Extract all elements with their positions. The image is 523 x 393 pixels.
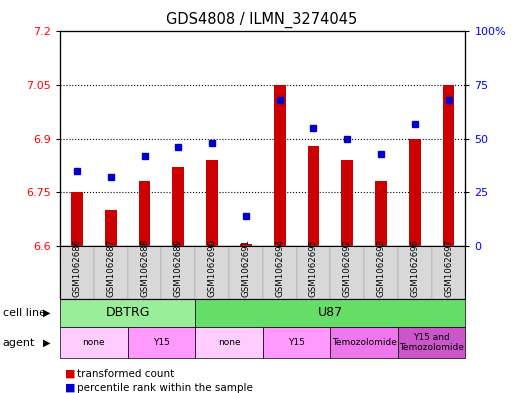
Text: U87: U87 bbox=[318, 306, 343, 320]
Text: ▶: ▶ bbox=[43, 308, 51, 318]
Text: GSM1062687: GSM1062687 bbox=[106, 239, 115, 297]
Text: ▶: ▶ bbox=[43, 338, 51, 348]
Text: cell line: cell line bbox=[3, 308, 46, 318]
Bar bbox=[206, 160, 218, 246]
Bar bbox=[173, 167, 184, 246]
Bar bbox=[375, 181, 387, 246]
Bar bbox=[308, 146, 320, 246]
Text: percentile rank within the sample: percentile rank within the sample bbox=[77, 383, 253, 393]
Text: Y15 and
Temozolomide: Y15 and Temozolomide bbox=[399, 333, 464, 353]
Text: ■: ■ bbox=[65, 369, 76, 379]
Text: GSM1062696: GSM1062696 bbox=[411, 239, 419, 297]
Bar bbox=[71, 192, 83, 246]
Text: Y15: Y15 bbox=[153, 338, 170, 347]
Bar bbox=[139, 181, 151, 246]
Text: GSM1062690: GSM1062690 bbox=[208, 239, 217, 297]
Text: GSM1062691: GSM1062691 bbox=[242, 239, 251, 297]
Bar bbox=[342, 160, 353, 246]
Bar bbox=[442, 85, 454, 246]
Text: GSM1062694: GSM1062694 bbox=[275, 239, 284, 297]
Bar bbox=[240, 244, 252, 246]
Text: Y15: Y15 bbox=[288, 338, 305, 347]
Text: GSM1062693: GSM1062693 bbox=[377, 239, 385, 297]
Text: none: none bbox=[218, 338, 241, 347]
Text: GSM1062686: GSM1062686 bbox=[73, 239, 82, 297]
Bar bbox=[105, 210, 117, 246]
Text: GSM1062697: GSM1062697 bbox=[444, 239, 453, 297]
Text: transformed count: transformed count bbox=[77, 369, 174, 379]
Bar bbox=[274, 85, 286, 246]
Text: none: none bbox=[83, 338, 105, 347]
Text: GSM1062689: GSM1062689 bbox=[174, 239, 183, 297]
Text: GSM1062688: GSM1062688 bbox=[140, 239, 149, 297]
Text: GSM1062695: GSM1062695 bbox=[309, 239, 318, 297]
Text: GDS4808 / ILMN_3274045: GDS4808 / ILMN_3274045 bbox=[166, 12, 357, 28]
Bar bbox=[409, 138, 420, 246]
Text: GSM1062692: GSM1062692 bbox=[343, 239, 352, 297]
Text: Temozolomide: Temozolomide bbox=[332, 338, 396, 347]
Text: agent: agent bbox=[3, 338, 35, 348]
Text: DBTRG: DBTRG bbox=[106, 306, 150, 320]
Text: ■: ■ bbox=[65, 383, 76, 393]
